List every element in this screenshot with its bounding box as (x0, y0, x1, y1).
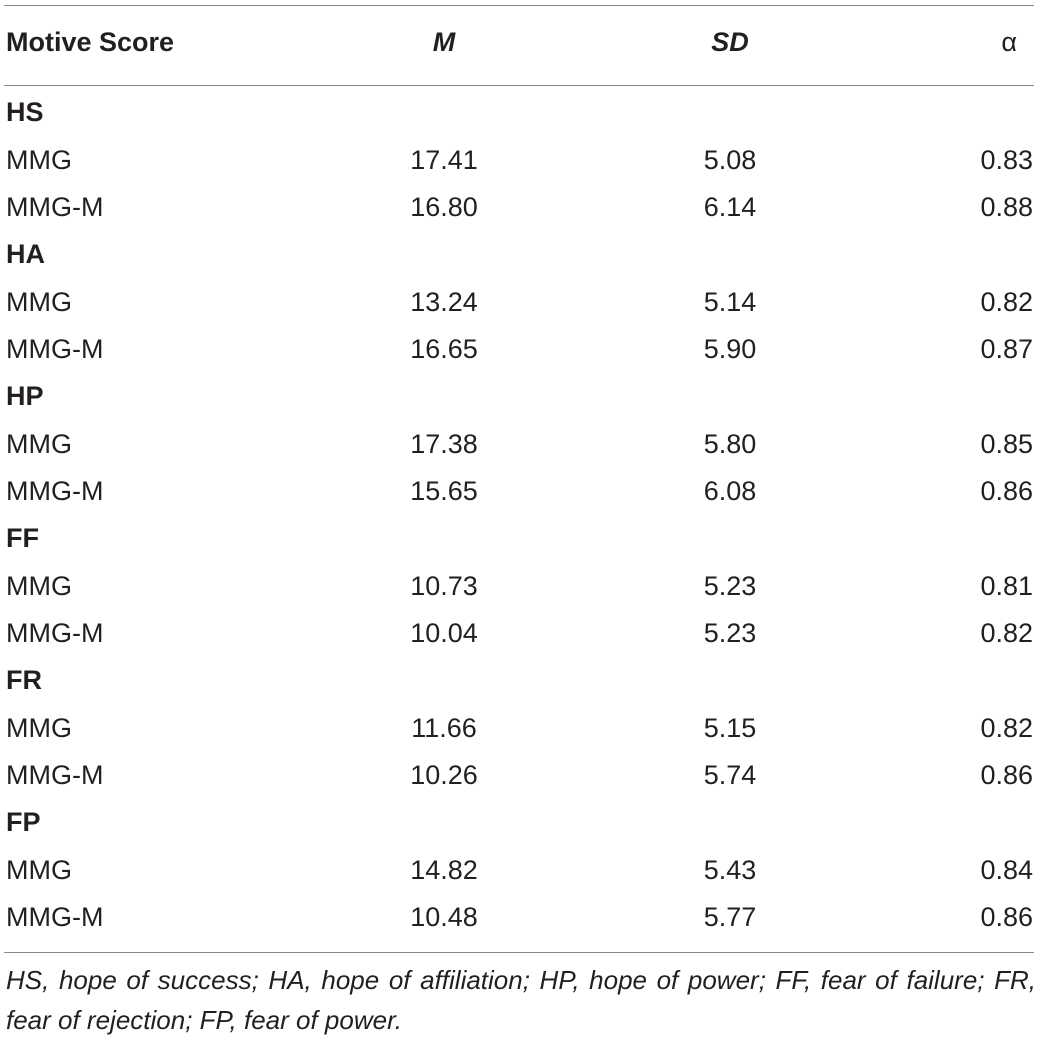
header-sd: SD (711, 27, 749, 57)
group-label: FP (6, 807, 41, 837)
table-footnote: HS, hope of success; HA, hope of affilia… (6, 965, 1036, 1035)
mean-value: 10.04 (410, 618, 478, 648)
mean-value: 10.26 (410, 760, 478, 790)
row-label: MMG (6, 855, 72, 885)
sd-value: 6.14 (703, 192, 757, 222)
sd-value: 5.08 (703, 145, 757, 175)
group-label: FF (6, 523, 39, 553)
sd-value: 5.23 (703, 618, 757, 648)
row-label: MMG-M (6, 476, 104, 506)
mean-value: 13.24 (410, 287, 478, 317)
mean-value: 10.73 (410, 571, 478, 601)
row-label: MMG (6, 571, 72, 601)
row-label: MMG-M (6, 192, 104, 222)
table-row: MMG 11.66 5.15 0.82 (0, 705, 1039, 751)
group-heading: FF (0, 515, 1039, 561)
mean-value: 16.80 (410, 192, 478, 222)
group-heading: HP (0, 373, 1039, 419)
mean-value: 16.65 (410, 334, 478, 364)
group-heading: FR (0, 657, 1039, 703)
sd-value: 5.80 (703, 429, 757, 459)
table-row: MMG 17.38 5.80 0.85 (0, 421, 1039, 467)
row-label: MMG-M (6, 760, 104, 790)
sd-value: 5.77 (703, 902, 757, 932)
group-label: HP (6, 381, 44, 411)
table-header-row: Motive Score M SD α (0, 19, 1039, 65)
table-row: MMG-M 10.26 5.74 0.86 (0, 752, 1039, 798)
alpha-value: 0.82 (980, 287, 1033, 317)
sd-value: 5.90 (703, 334, 757, 364)
sd-value: 6.08 (703, 476, 757, 506)
row-label: MMG-M (6, 618, 104, 648)
alpha-value: 0.86 (980, 476, 1033, 506)
alpha-value: 0.82 (980, 713, 1033, 743)
mean-value: 17.38 (410, 429, 478, 459)
table-row: MMG-M 16.65 5.90 0.87 (0, 326, 1039, 372)
group-heading: HA (0, 231, 1039, 277)
table-row: MMG-M 10.04 5.23 0.82 (0, 610, 1039, 656)
sd-value: 5.74 (703, 760, 757, 790)
alpha-value: 0.86 (980, 760, 1033, 790)
alpha-value: 0.83 (980, 145, 1033, 175)
sd-value: 5.23 (703, 571, 757, 601)
table-row: MMG 10.73 5.23 0.81 (0, 563, 1039, 609)
row-label: MMG-M (6, 334, 104, 364)
row-label: MMG (6, 713, 72, 743)
header-alpha: α (1001, 27, 1017, 57)
header-motive-score: Motive Score (6, 27, 175, 57)
sd-value: 5.43 (703, 855, 757, 885)
table-top-rule (4, 5, 1034, 6)
sd-value: 5.15 (703, 713, 757, 743)
alpha-value: 0.81 (980, 571, 1033, 601)
header-mean: M (432, 27, 456, 57)
alpha-value: 0.88 (980, 192, 1033, 222)
group-heading: FP (0, 799, 1039, 845)
alpha-value: 0.85 (980, 429, 1033, 459)
group-label: HS (6, 97, 44, 127)
mean-value: 17.41 (410, 145, 478, 175)
table-row: MMG 14.82 5.43 0.84 (0, 847, 1039, 893)
table-row: MMG 17.41 5.08 0.83 (0, 137, 1039, 183)
alpha-value: 0.86 (980, 902, 1033, 932)
mean-value: 15.65 (410, 476, 478, 506)
row-label: MMG (6, 287, 72, 317)
alpha-value: 0.82 (980, 618, 1033, 648)
group-heading: HS (0, 89, 1039, 135)
group-label: FR (6, 665, 42, 695)
row-label: MMG (6, 429, 72, 459)
row-label: MMG (6, 145, 72, 175)
group-label: HA (6, 239, 45, 269)
table-row: MMG 13.24 5.14 0.82 (0, 279, 1039, 325)
mean-value: 11.66 (411, 713, 477, 743)
alpha-value: 0.87 (980, 334, 1033, 364)
mean-value: 14.82 (410, 855, 478, 885)
table-row: MMG-M 16.80 6.14 0.88 (0, 184, 1039, 230)
sd-value: 5.14 (703, 287, 757, 317)
mean-value: 10.48 (410, 902, 478, 932)
table-row: MMG-M 15.65 6.08 0.86 (0, 468, 1039, 514)
table-row: MMG-M 10.48 5.77 0.86 (0, 894, 1039, 940)
row-label: MMG-M (6, 902, 104, 932)
table-header-rule (4, 85, 1034, 86)
alpha-value: 0.84 (980, 855, 1033, 885)
table-bottom-rule (4, 952, 1034, 953)
